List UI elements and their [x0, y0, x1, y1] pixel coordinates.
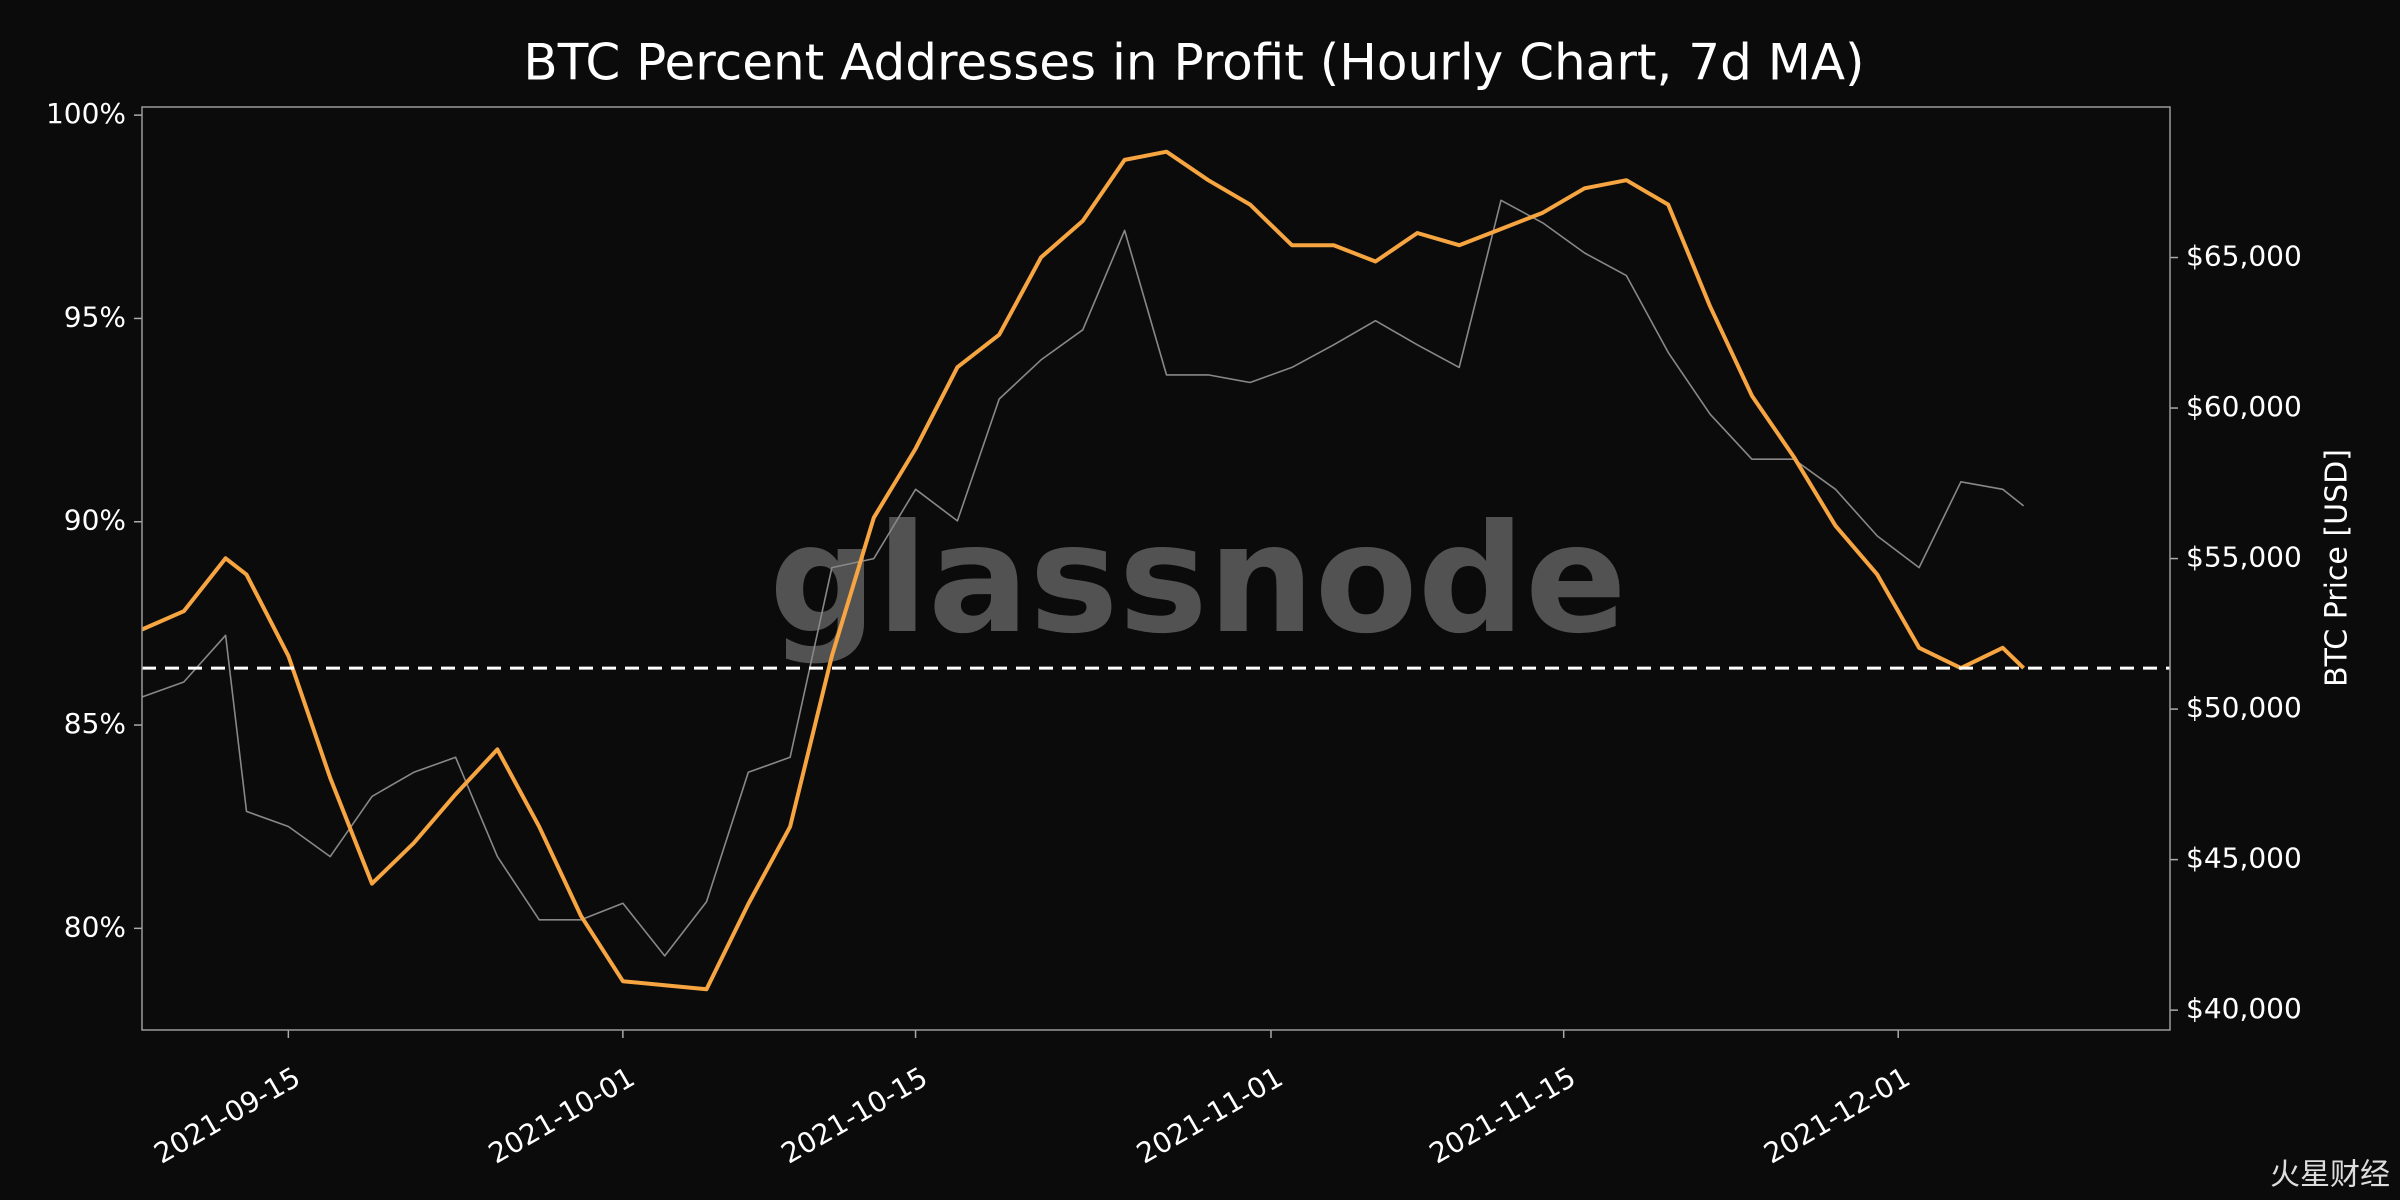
price-line	[141, 199, 2025, 957]
y2-tick-label: $50,000	[2186, 691, 2302, 724]
chart-title: BTC Percent Addresses in Profit (Hourly …	[523, 34, 1864, 92]
y-tick-label: 85%	[64, 707, 126, 740]
y-tick-label: 90%	[64, 504, 126, 537]
y2-tick-label: $65,000	[2186, 240, 2302, 273]
footer-watermark: 火星财经	[2270, 1158, 2390, 1193]
y-tick-label: 100%	[46, 97, 126, 130]
watermark: glassnode	[769, 493, 1627, 667]
y2-tick-label: $60,000	[2186, 390, 2302, 423]
y2-tick-label: $55,000	[2186, 541, 2302, 574]
y-tick-label: 80%	[64, 910, 126, 943]
profit-line	[141, 149, 2025, 992]
y2-tick-label: $40,000	[2186, 992, 2302, 1025]
y-tick-label: 95%	[64, 300, 126, 333]
y2-tick-label: $45,000	[2186, 842, 2302, 875]
y2-axis-label: BTC Price [USD]	[2320, 449, 2355, 687]
plot-frame	[141, 106, 2171, 1031]
